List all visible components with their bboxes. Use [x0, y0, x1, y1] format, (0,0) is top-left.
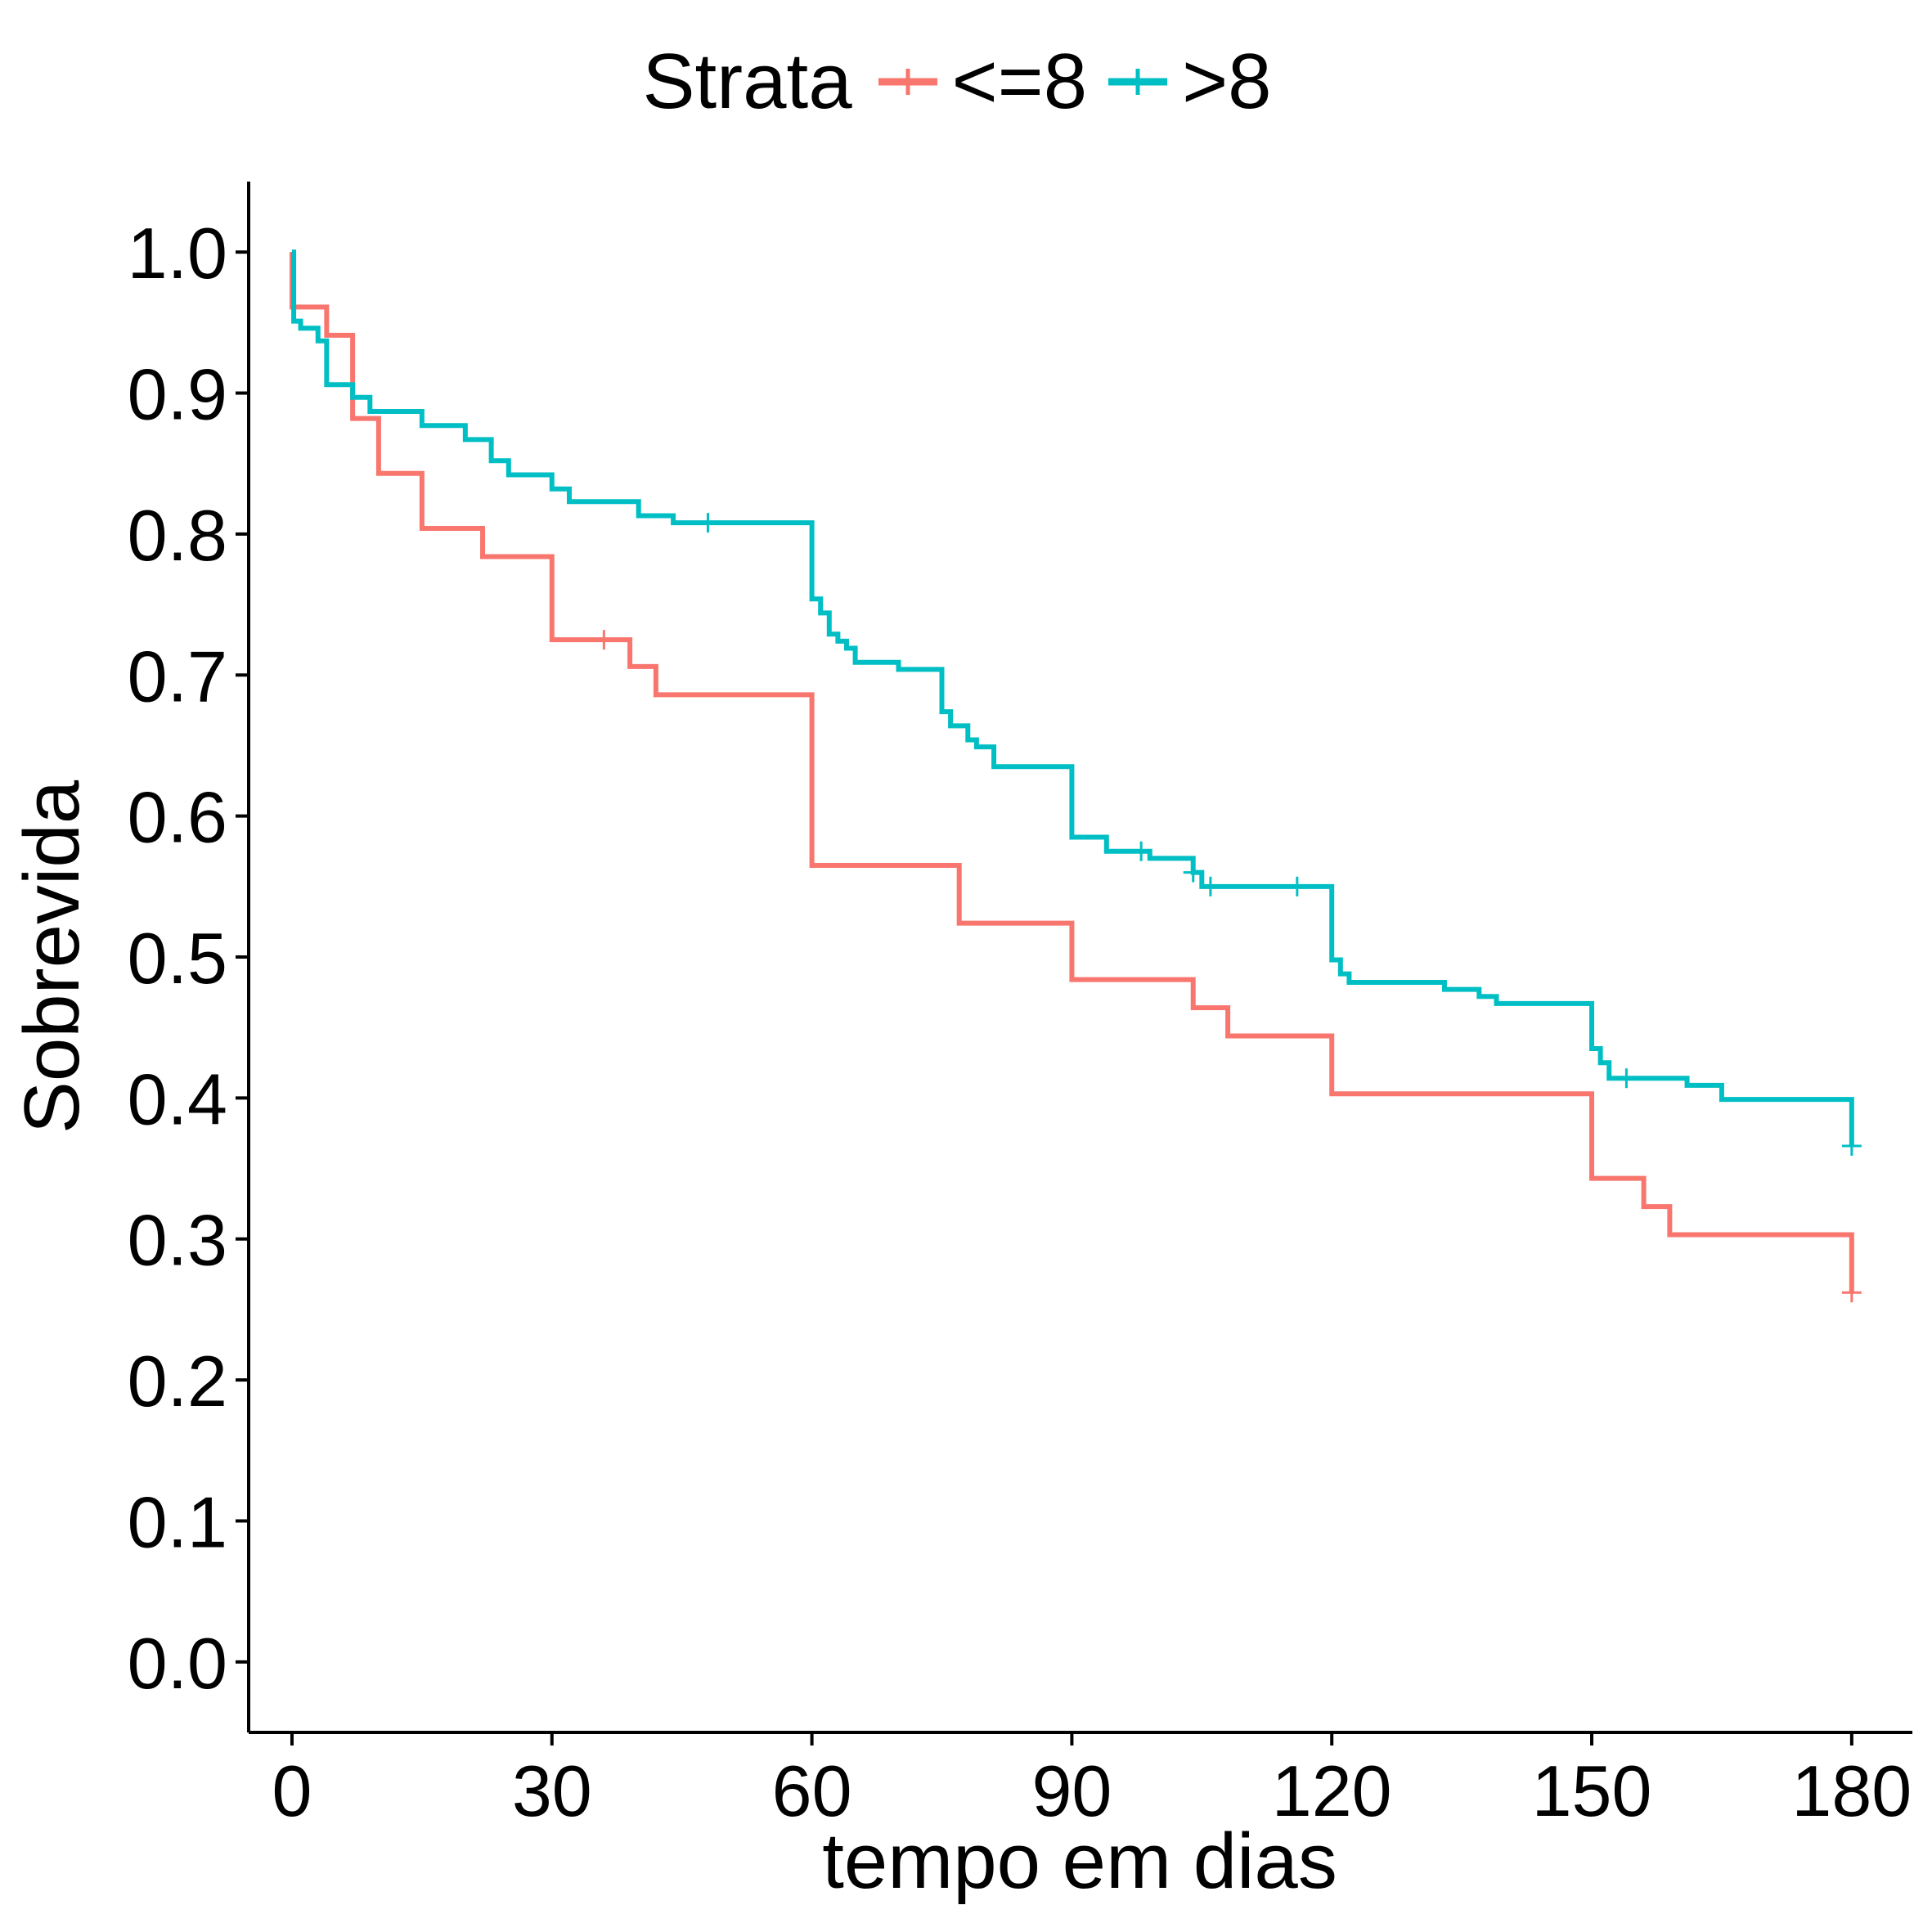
x-tick-label: 150 — [1532, 1750, 1652, 1831]
x-tick-label: 120 — [1272, 1750, 1392, 1831]
legend-item-le8: <=8 — [875, 37, 1088, 127]
legend-key-le8 — [878, 69, 937, 95]
legend-label-le8: <=8 — [951, 38, 1088, 125]
y-axis: 0.0 0.1 0.2 0.3 0.4 0.5 0.6 0.7 0.8 0.9 1.0 — [128, 182, 250, 1732]
censor-mark-gt8 — [1200, 876, 1220, 896]
x-axis-label: tempo em dias — [822, 1817, 1337, 1905]
y-tick-label: 0.4 — [128, 1058, 227, 1139]
y-tick-label: 0.0 — [128, 1623, 227, 1704]
x-tick-label: 0 — [272, 1750, 312, 1831]
legend-key-gt8 — [1108, 69, 1168, 95]
censor-mark-gt8 — [1616, 1068, 1637, 1089]
y-tick-label: 0.7 — [128, 636, 227, 717]
y-tick-label: 0.8 — [128, 495, 227, 576]
censor-mark-le8 — [594, 630, 614, 650]
plot-series — [289, 249, 1862, 1303]
x-axis: 0 30 60 90 120 150 180 — [249, 1731, 1912, 1831]
y-tick-label: 0.5 — [128, 918, 227, 999]
censor-mark-gt8 — [698, 513, 718, 533]
legend: Strata <=8 >8 — [0, 25, 1932, 139]
censor-mark-gt8 — [1287, 876, 1307, 896]
series-line-le8 — [289, 252, 1854, 1293]
y-tick-label: 0.9 — [128, 354, 227, 435]
legend-item-gt8: >8 — [1105, 37, 1272, 127]
censor-mark-gt8 — [1131, 841, 1152, 861]
x-tick-label: 30 — [512, 1750, 592, 1831]
x-tick-label: 180 — [1791, 1750, 1912, 1831]
x-tick-label: 60 — [772, 1750, 852, 1831]
y-tick-label: 0.2 — [128, 1341, 227, 1422]
y-tick-label: 0.6 — [128, 777, 227, 858]
censor-mark-le8 — [1841, 1283, 1862, 1303]
censor-mark-gt8 — [1841, 1135, 1862, 1156]
series-line-gt8 — [291, 249, 1854, 1146]
x-tick-label: 90 — [1031, 1750, 1112, 1831]
y-axis-label: Sobrevida — [8, 780, 96, 1134]
y-tick-label: 1.0 — [128, 213, 227, 294]
y-tick-label: 0.1 — [128, 1481, 227, 1562]
legend-label-gt8: >8 — [1182, 38, 1272, 125]
censor-mark-gt8 — [1183, 862, 1203, 883]
legend-title: Strata — [642, 38, 852, 125]
y-tick-label: 0.3 — [128, 1200, 227, 1281]
